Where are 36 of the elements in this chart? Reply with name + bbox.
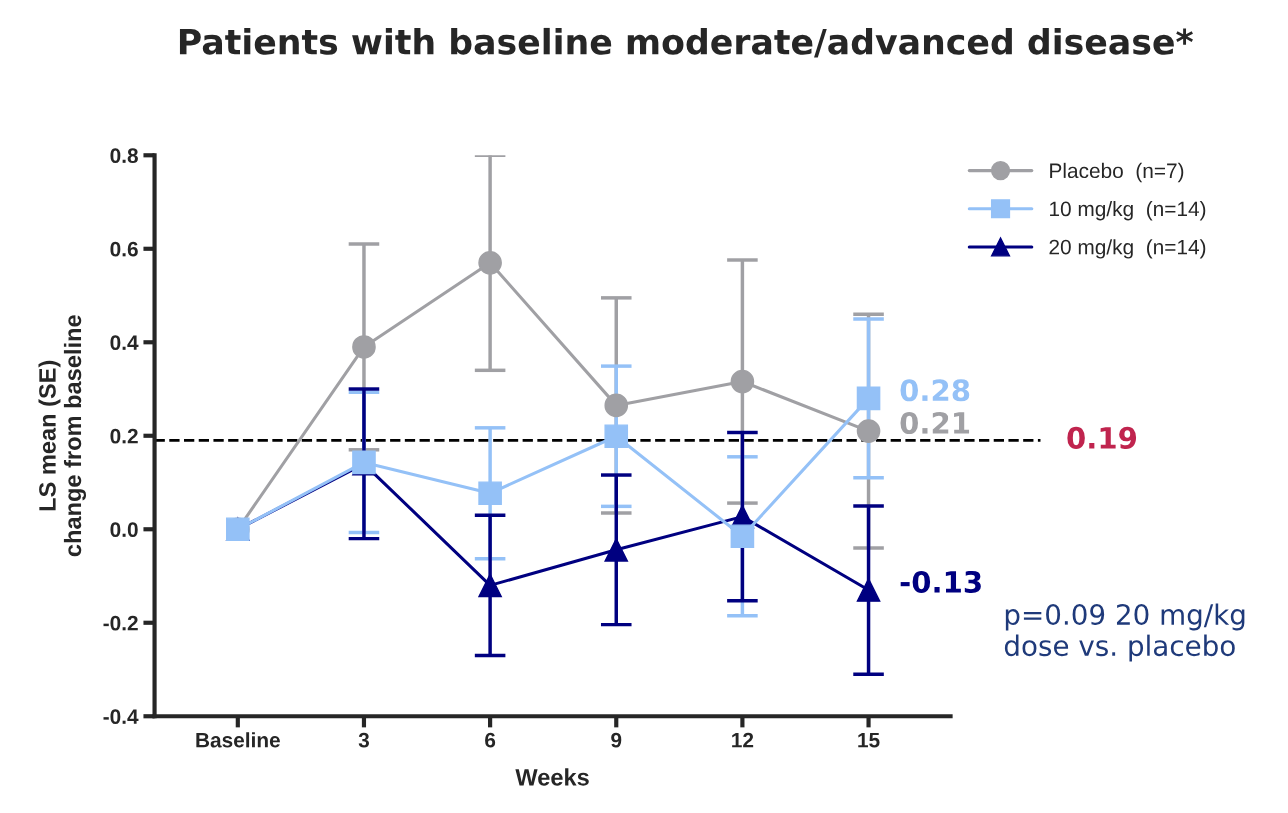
point — [604, 393, 629, 418]
annotation: 0.28 — [900, 379, 970, 402]
y-axis-title: LS mean (SE) change from baseline — [38, 315, 87, 557]
legend-label: 10 mg/kg (n=14) — [1050, 200, 1206, 221]
point — [730, 369, 755, 394]
point — [478, 250, 502, 275]
point — [604, 538, 629, 562]
y-tick-label: 0.6 — [110, 241, 138, 257]
ref-line-label: 0.19 — [1067, 426, 1137, 449]
y-tick-label: -0.4 — [103, 709, 139, 725]
point — [730, 524, 755, 549]
y-tick-label: 0.2 — [110, 428, 138, 444]
legend-label: Placebo (n=7) — [1050, 162, 1184, 183]
y-tick-label: 0.4 — [110, 335, 139, 351]
x-tick-label: Baseline — [196, 732, 280, 748]
point — [856, 578, 881, 602]
x-tick-label: 3 — [358, 732, 369, 748]
point — [604, 424, 629, 449]
annotation: -0.13 — [900, 570, 981, 593]
point — [478, 573, 502, 598]
x-tick-label: 6 — [485, 732, 496, 748]
legend-label: 20 mg/kg (n=14) — [1049, 239, 1206, 259]
x-tick-label: 12 — [732, 732, 754, 748]
point — [856, 419, 881, 443]
x-tick-label: 15 — [858, 732, 880, 748]
y-tick-label: -0.2 — [103, 615, 138, 631]
x-tick-label: 9 — [611, 732, 622, 748]
y-tick-label: 0.8 — [110, 148, 138, 164]
y-tick-label: 0.0 — [110, 522, 138, 538]
text: p=0.09 20 mg/kg dose vs. placebo — [1004, 603, 1245, 662]
point — [856, 386, 881, 411]
annotation: 0.21 — [900, 411, 970, 434]
x-axis-title: Weeks — [515, 768, 589, 786]
chart-title: Patients with baseline moderate/advanced disease* — [179, 27, 1193, 58]
point — [478, 481, 502, 506]
point — [352, 335, 376, 359]
